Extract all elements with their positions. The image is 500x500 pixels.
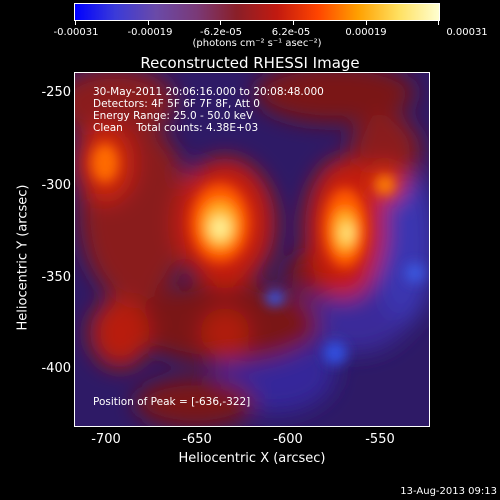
colorbar <box>74 3 440 21</box>
colorbar-tick-label: -0.00031 <box>53 27 99 38</box>
colorbar-tick <box>220 21 221 25</box>
colorbar-tick-label: -6.2e-05 <box>200 27 242 38</box>
time-range-label: 30-May-2011 20:06:16.000 to 20:08:48.000 <box>93 86 324 98</box>
x-tick-label: -650 <box>182 432 212 447</box>
colorbar-tick-label: 6.2e-05 <box>271 27 311 38</box>
peak-position-label: Position of Peak = [-636,-322] <box>93 396 251 408</box>
colorbar-tick <box>293 21 294 25</box>
x-tick-label: -600 <box>273 432 303 447</box>
colorbar-tick-label: -0.00019 <box>127 27 173 38</box>
colorbar-tick <box>366 21 367 25</box>
colorbar-units: (photons cm⁻² s⁻¹ asec⁻²) <box>192 38 322 49</box>
timestamp: 13-Aug-2013 09:13 <box>400 486 497 497</box>
colorbar-tick <box>75 21 76 25</box>
x-axis-label: Heliocentric X (arcsec) <box>178 451 326 466</box>
image-title: Reconstructed RHESSI Image <box>140 54 360 72</box>
y-axis-label: Heliocentric Y (arcsec) <box>15 184 31 331</box>
x-tick-label: -700 <box>91 432 121 447</box>
y-tick-label: -300 <box>41 178 71 193</box>
y-tick-label: -250 <box>41 85 71 100</box>
heatmap-image <box>75 73 429 426</box>
x-tick-label: -550 <box>365 432 395 447</box>
clean-counts-label: Clean Total counts: 4.38E+03 <box>93 122 259 134</box>
energy-range-label: Energy Range: 25.0 - 50.0 keV <box>93 110 254 122</box>
colorbar-tick <box>148 21 149 25</box>
y-tick-label: -350 <box>41 270 71 285</box>
colorbar-tick <box>438 21 439 25</box>
colorbar-tick-label: 0.00031 <box>446 27 488 38</box>
rhessi-image <box>74 72 430 427</box>
colorbar-tick-label: 0.00019 <box>345 27 387 38</box>
detectors-label: Detectors: 4F 5F 6F 7F 8F, Att 0 <box>93 98 260 110</box>
y-tick-label: -400 <box>41 361 71 376</box>
